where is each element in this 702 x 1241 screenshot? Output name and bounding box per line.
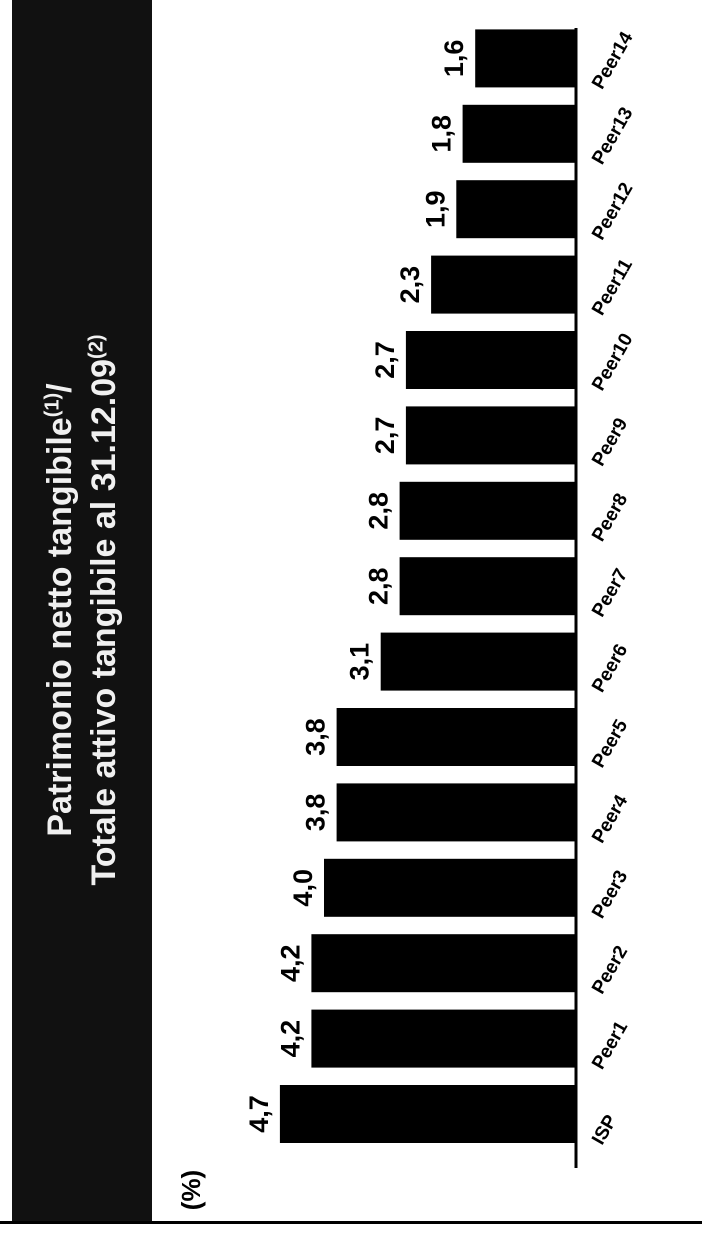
category-label-peer13: Peer13 bbox=[588, 104, 637, 168]
bar-peer13 bbox=[462, 104, 576, 163]
value-label-peer7: 2,8 bbox=[364, 567, 394, 605]
category-label-peer4: Peer4 bbox=[588, 791, 632, 847]
category-label-peer14: Peer14 bbox=[588, 28, 638, 93]
value-label-peer6: 3,1 bbox=[345, 643, 375, 681]
bar-peer10 bbox=[405, 331, 576, 389]
category-label-peer12: Peer12 bbox=[588, 179, 637, 243]
unit-label: (%) bbox=[176, 1170, 206, 1210]
value-label-peer12: 1,9 bbox=[420, 190, 450, 228]
value-label-peer4: 3,8 bbox=[301, 794, 331, 832]
value-label-peer13: 1,8 bbox=[427, 115, 457, 153]
category-label-peer10: Peer10 bbox=[588, 330, 637, 394]
bar-peer1 bbox=[311, 1009, 576, 1068]
category-label-peer9: Peer9 bbox=[588, 415, 632, 470]
value-label-peer5: 3,8 bbox=[301, 718, 331, 756]
bar-peer4 bbox=[336, 783, 576, 842]
bar-peer6 bbox=[380, 632, 576, 691]
category-label-peer5: Peer5 bbox=[588, 716, 632, 772]
category-label-peer8: Peer8 bbox=[588, 490, 632, 545]
title-band bbox=[12, 0, 152, 1222]
category-label-peer3: Peer3 bbox=[588, 867, 632, 922]
bar-peer2 bbox=[311, 934, 576, 993]
bottom-rule bbox=[0, 1221, 702, 1224]
bar-peer8 bbox=[399, 481, 576, 540]
value-label-peer3: 4,0 bbox=[288, 869, 318, 907]
category-label-peer11: Peer11 bbox=[588, 255, 637, 319]
value-label-peer2: 4,2 bbox=[275, 944, 305, 982]
bar-peer12 bbox=[456, 180, 576, 239]
category-label-peer6: Peer6 bbox=[588, 641, 632, 696]
bar-peer14 bbox=[475, 29, 576, 88]
value-label-isp: 4,7 bbox=[244, 1095, 274, 1133]
value-label-peer1: 4,2 bbox=[275, 1020, 305, 1058]
value-label-peer14: 1,6 bbox=[439, 40, 469, 78]
bar-peer5 bbox=[336, 708, 576, 766]
bar-peer7 bbox=[399, 557, 576, 616]
value-label-peer11: 2,3 bbox=[395, 266, 425, 304]
bar-peer9 bbox=[405, 406, 576, 465]
category-label-peer7: Peer7 bbox=[588, 565, 632, 620]
value-label-peer9: 2,7 bbox=[370, 417, 400, 455]
bar-peer11 bbox=[431, 255, 576, 314]
value-label-peer10: 2,7 bbox=[370, 341, 400, 379]
bar-isp bbox=[279, 1085, 576, 1143]
value-label-peer8: 2,8 bbox=[364, 492, 394, 530]
bar-peer3 bbox=[324, 858, 576, 917]
category-label-peer2: Peer2 bbox=[588, 942, 632, 997]
chart-marks: (%) 4,7 ISP 4,2 Peer1 4,2 Peer2 4,0 Peer3 3,8 Peer… bbox=[176, 28, 638, 1210]
category-label-peer1: Peer1 bbox=[588, 1017, 632, 1073]
category-label-isp: ISP bbox=[588, 1111, 622, 1148]
